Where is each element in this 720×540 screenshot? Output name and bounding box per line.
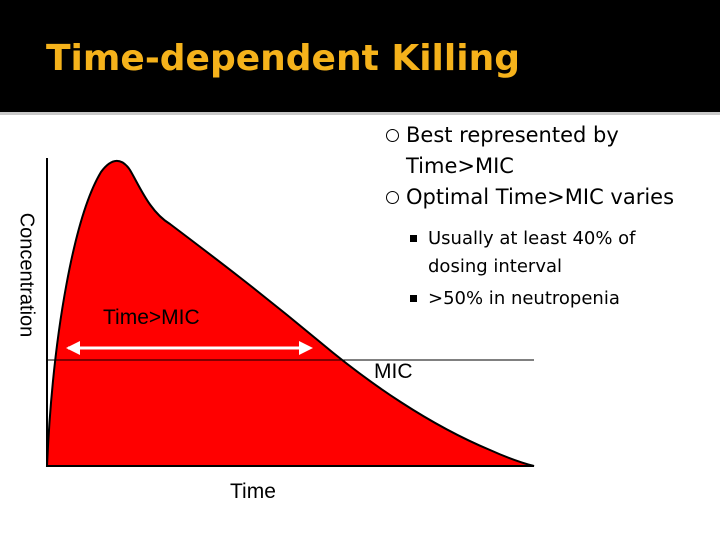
- title-divider: [0, 112, 720, 115]
- arrow-head-left: [66, 341, 80, 355]
- title-bar: Time-dependent Killing: [0, 0, 720, 112]
- bullet-text: Best represented by Time>MIC: [406, 123, 619, 178]
- sub-bullet-text: Usually at least 40% of dosing interval: [428, 228, 636, 277]
- arrow-head-right: [299, 341, 313, 355]
- mic-label: MIC: [374, 360, 413, 383]
- x-axis-label: Time: [230, 480, 276, 503]
- concentration-curve: [45, 159, 535, 467]
- sub-bullet-item: Usually at least 40% of dosing interval: [386, 225, 676, 281]
- bullet-list: Best represented by Time>MIC Optimal Tim…: [386, 120, 676, 313]
- hollow-circle-bullet-icon: [386, 191, 399, 204]
- bullet-item: Optimal Time>MIC varies: [386, 182, 676, 213]
- sub-bullet-text: >50% in neutropenia: [428, 288, 620, 309]
- square-bullet-icon: [410, 235, 417, 242]
- bullet-text: Optimal Time>MIC varies: [406, 185, 675, 209]
- square-bullet-icon: [410, 295, 417, 302]
- time-above-mic-label: Time>MIC: [103, 306, 200, 329]
- slide-title: Time-dependent Killing: [46, 38, 520, 79]
- bullet-item: Best represented by Time>MIC: [386, 120, 676, 182]
- hollow-circle-bullet-icon: [386, 129, 399, 142]
- y-axis-label: Concentration: [15, 212, 38, 338]
- sub-bullet-item: >50% in neutropenia: [386, 285, 676, 313]
